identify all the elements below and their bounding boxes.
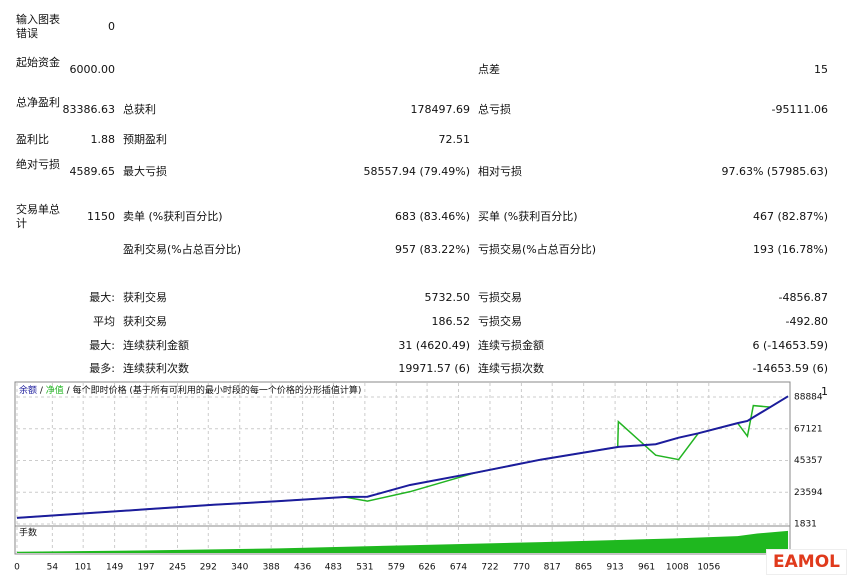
x-tick-label: 817 <box>544 563 561 573</box>
y-tick-label: 23594 <box>794 488 823 498</box>
table-value3: 1 <box>821 385 828 398</box>
series-line <box>16 395 789 519</box>
table-value3: -14653.59 (6) <box>752 362 828 375</box>
x-tick-label: 1008 <box>666 563 689 573</box>
table-label: 总净盈利 <box>16 96 60 109</box>
table-label3: 亏损交易 <box>478 315 522 328</box>
table-value: 0 <box>108 20 115 33</box>
x-tick-label: 483 <box>325 563 342 573</box>
table-value3: 6 (-14653.59) <box>752 339 828 352</box>
chart: 1831 23594 45357 67121 88884 0 54 101 149 197 245 2… <box>14 381 823 573</box>
table-value2: 186.52 <box>431 315 471 328</box>
table-label3: 总亏损 <box>478 103 511 116</box>
table-value2: 683 (83.46%) <box>394 210 470 223</box>
table-label2: 获利交易 <box>123 291 167 304</box>
table-label2: 最大亏损 <box>123 165 167 178</box>
table-value2: 19971.57 (6) <box>398 362 470 375</box>
table-prefix: 平均 <box>93 315 115 328</box>
table-label3: 连续亏损金额 <box>478 339 544 352</box>
table-label2: 总获利 <box>123 103 156 116</box>
table-label: 交易单总计 <box>16 203 60 230</box>
x-tick-label: 436 <box>294 563 311 573</box>
table-label2: 连续获利金额 <box>123 339 189 352</box>
table-label2: 获利交易 <box>123 315 167 328</box>
table-value3: 15 <box>814 63 828 76</box>
table-label3: 买单 (%获利百分比) <box>478 210 578 223</box>
x-tick-label: 579 <box>388 563 405 573</box>
table-prefix: 最大: <box>89 291 115 304</box>
x-tick-label: 913 <box>606 563 623 573</box>
legend-entry: 净值 <box>46 384 64 396</box>
x-tick-label: 292 <box>200 563 217 573</box>
x-tick-label: 245 <box>169 563 186 573</box>
table-value: 4589.65 <box>69 165 116 178</box>
x-tick-label: 626 <box>418 563 435 573</box>
table-label3: 亏损交易 <box>478 291 522 304</box>
table-label2: 卖单 (%获利百分比) <box>123 210 223 223</box>
table-value2: 957 (83.22%) <box>394 243 470 256</box>
legend-entry: 余额 <box>19 384 37 396</box>
table-value3: 467 (82.87%) <box>752 210 828 223</box>
x-tick-label: 388 <box>263 563 280 573</box>
x-tick-label: 54 <box>47 563 59 573</box>
table-label3: 连续亏损次数 <box>478 362 544 375</box>
y-tick-label: 1831 <box>794 520 817 530</box>
table-value3: 193 (16.78%) <box>752 243 828 256</box>
y-tick-label: 67121 <box>794 424 823 434</box>
table-value3: -492.80 <box>785 315 828 328</box>
panel-title: 手数 <box>19 527 37 539</box>
table-label: 盈利比 <box>16 133 49 146</box>
table-label2: 连续获利次数 <box>123 362 189 375</box>
x-tick-label: 674 <box>450 563 467 573</box>
table-value: 1.88 <box>90 133 116 146</box>
table-value: 6000.00 <box>69 63 116 76</box>
table-value2: 31 (4620.49) <box>398 339 470 352</box>
legend-sep: / <box>37 386 46 396</box>
table-prefix: 最多: <box>89 362 115 375</box>
table-value: 1150 <box>87 210 115 223</box>
legend: 余额 / 净值 / 每个即时价格 (基于所有可利用的最小时段的每一个价格的分形插… <box>19 384 361 396</box>
table-value2: 5732.50 <box>424 291 471 304</box>
table-label2: 预期盈利 <box>123 133 167 146</box>
x-tick-label: 1056 <box>697 563 720 573</box>
table-value3: 97.63% (57985.63) <box>721 165 828 178</box>
chart-frame <box>14 381 791 555</box>
x-tick-label: 722 <box>481 563 498 573</box>
x-tick-label: 101 <box>75 563 92 573</box>
table-value2: 178497.69 <box>410 103 471 116</box>
x-tick-label: 340 <box>231 563 248 573</box>
table-prefix: 最大: <box>89 339 115 352</box>
table-label2: 盈利交易(%占总百分比) <box>123 243 242 256</box>
watermark: EAMOL <box>766 549 847 575</box>
table-label: 输入图表错误 <box>16 13 60 40</box>
y-tick-label: 88884 <box>794 393 823 403</box>
x-tick-label: 0 <box>14 563 20 573</box>
x-tick-label: 961 <box>638 563 655 573</box>
table-value2: 58557.94 (79.49%) <box>363 165 470 178</box>
x-tick-label: 770 <box>513 563 530 573</box>
x-tick-label: 197 <box>137 563 154 573</box>
legend-note: 每个即时价格 (基于所有可利用的最小时段的每一个价格的分形插值计算) <box>73 384 362 396</box>
table-value3: -4856.87 <box>778 291 828 304</box>
table-label3: 相对亏损 <box>478 165 522 178</box>
table-label: 绝对亏损 <box>16 158 60 171</box>
y-tick-label: 45357 <box>794 456 823 466</box>
legend-sep: / <box>64 386 73 396</box>
x-tick-label: 865 <box>575 563 592 573</box>
table-label3: 亏损交易(%占总百分比) <box>478 243 597 256</box>
table-value: 83386.63 <box>62 103 116 116</box>
table-value3: -95111.06 <box>771 103 828 116</box>
x-tick-label: 531 <box>356 563 373 573</box>
table-label: 起始资金 <box>16 56 60 69</box>
table-label3: 点差 <box>478 63 500 76</box>
x-tick-label: 149 <box>106 563 123 573</box>
table-value2: 72.51 <box>438 133 471 146</box>
lots-area <box>17 530 789 553</box>
